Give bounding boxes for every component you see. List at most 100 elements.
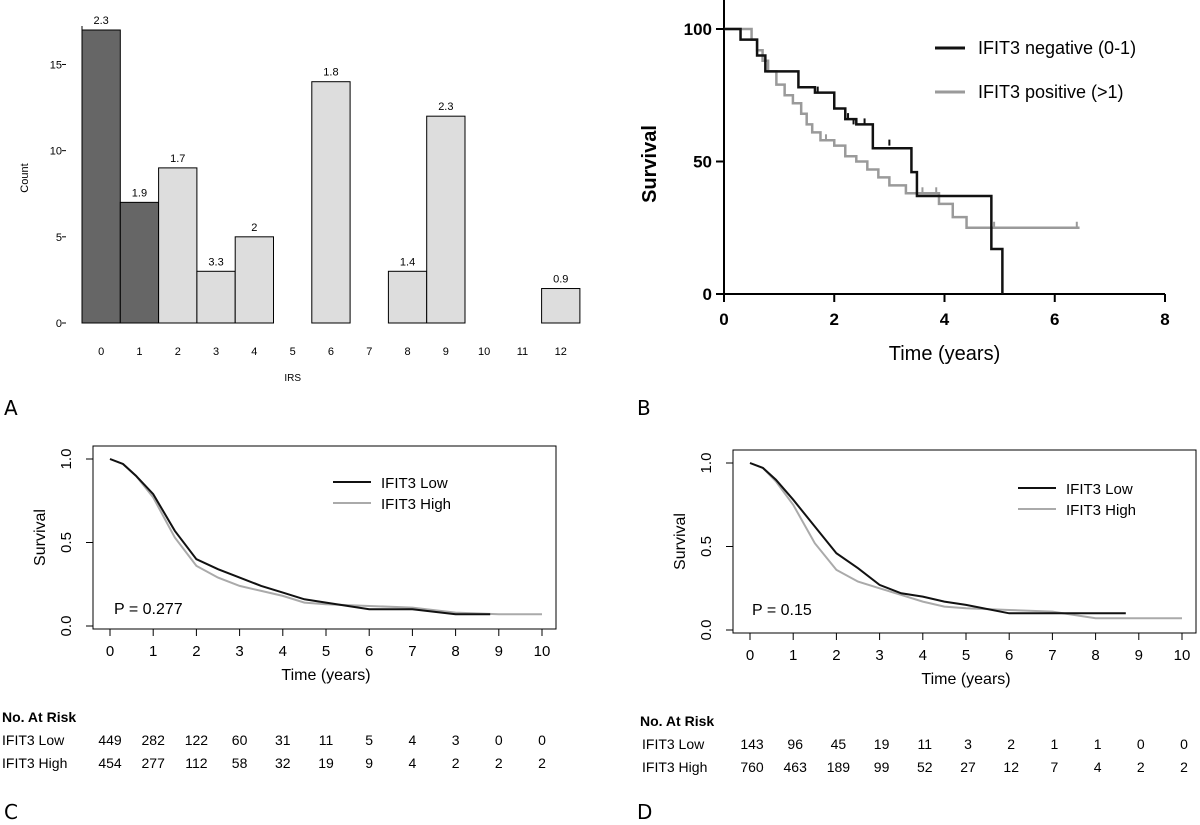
at-risk-value: 27	[960, 759, 976, 775]
y-axis-label: Count	[19, 163, 31, 192]
x-tick-label: 4	[279, 643, 287, 660]
y-tick-label: 0.5	[698, 536, 715, 557]
legend-label: IFIT3 positive (>1)	[978, 82, 1124, 102]
y-tick-label: 100	[684, 20, 712, 39]
at-risk-row-label: IFIT3 Low	[2, 732, 65, 748]
bar-value-label: 1.4	[400, 256, 415, 268]
at-risk-value: 7	[1051, 759, 1059, 775]
y-tick-label: 0	[703, 285, 712, 304]
panel-label-d: D	[637, 800, 653, 824]
plot-frame	[92, 445, 557, 630]
x-tick-label: 10	[478, 346, 490, 358]
bar-value-label: 2	[251, 222, 257, 234]
bar-value-label: 0.9	[553, 274, 568, 286]
at-risk-value: 12	[1003, 759, 1019, 775]
p-value-annotation: P = 0.277	[114, 601, 183, 618]
at-risk-title: No. At Risk	[640, 713, 714, 729]
bar	[119, 201, 160, 324]
y-tick-label: 0.5	[58, 532, 75, 553]
at-risk-value: 760	[740, 759, 764, 775]
at-risk-value: 189	[827, 759, 851, 775]
x-tick-label: 1	[149, 643, 157, 660]
x-tick-label: 5	[322, 643, 330, 660]
at-risk-value: 3	[964, 736, 972, 752]
at-risk-value: 4	[409, 755, 417, 771]
at-risk-value: 0	[538, 732, 546, 748]
at-risk-value: 2	[452, 755, 460, 771]
x-tick-label: 0	[719, 310, 728, 329]
y-axis-label: Survival	[639, 125, 661, 203]
km-series-line	[724, 27, 1004, 294]
x-tick-label: 10	[534, 643, 551, 660]
at-risk-value: 11	[918, 736, 933, 752]
x-axis-label: Time (years)	[921, 671, 1010, 688]
x-tick-label: 10	[1174, 647, 1191, 664]
at-risk-value: 2	[495, 755, 503, 771]
x-tick-label: 9	[495, 643, 503, 660]
at-risk-value: 5	[365, 732, 373, 748]
at-risk-title: No. At Risk	[2, 709, 76, 725]
panel-label-b: B	[637, 396, 651, 420]
y-tick-label: 0	[56, 318, 62, 330]
x-tick-label: 3	[875, 647, 883, 664]
x-tick-label: 5	[962, 647, 970, 664]
at-risk-value: 0	[1137, 736, 1145, 752]
x-tick-label: 6	[328, 346, 334, 358]
km-series-line	[109, 458, 542, 616]
x-tick-label: 6	[1005, 647, 1013, 664]
x-tick-label: 5	[290, 346, 296, 358]
at-risk-value: 52	[917, 759, 933, 775]
x-tick-label: 7	[366, 346, 372, 358]
at-risk-row-label: IFIT3 Low	[642, 736, 705, 752]
y-tick-label: 0.0	[698, 620, 715, 641]
bar	[541, 288, 581, 324]
legend-label: IFIT3 Low	[381, 475, 448, 492]
at-risk-value: 2	[1007, 736, 1015, 752]
at-risk-row-label: IFIT3 High	[2, 755, 67, 771]
at-risk-value: 96	[787, 736, 803, 752]
at-risk-value: 11	[319, 732, 334, 748]
x-tick-label: 3	[235, 643, 243, 660]
at-risk-value: 2	[538, 755, 546, 771]
at-risk-value: 143	[740, 736, 764, 752]
at-risk-value: 32	[275, 755, 291, 771]
x-tick-label: 2	[175, 346, 181, 358]
x-tick-label: 12	[555, 346, 567, 358]
at-risk-value: 282	[142, 732, 166, 748]
bar	[196, 270, 236, 324]
bar-value-label: 1.8	[323, 67, 338, 79]
at-risk-value: 31	[275, 732, 291, 748]
chart-c-km-survival: 0.0 0.5 1.0 0 1 2 3 4 5 6 7 8 9 10 Time (years) Surviva…	[2, 445, 557, 771]
x-tick-label: 4	[919, 647, 927, 664]
y-axis-label: Survival	[32, 509, 49, 566]
chart-b-km-survival: 0 50 100 0 2 4 6 8 Time (years) Survival IFIT3 neg…	[639, 0, 1170, 365]
bar-value-label: 2.3	[438, 101, 453, 113]
bar	[426, 115, 466, 324]
x-tick-label: 9	[1135, 647, 1143, 664]
x-axis-label: Time (years)	[281, 667, 370, 684]
y-tick-label: 1.0	[58, 449, 75, 470]
km-series-line	[724, 27, 1080, 229]
y-tick-label: 5	[56, 232, 62, 244]
plot-frame	[732, 449, 1197, 634]
at-risk-value: 9	[365, 755, 373, 771]
at-risk-value: 112	[185, 755, 208, 771]
at-risk-value: 449	[98, 732, 122, 748]
x-tick-label: 8	[404, 346, 410, 358]
bar	[158, 167, 198, 324]
bar	[234, 236, 274, 324]
legend-label: IFIT3 Low	[1066, 481, 1133, 498]
at-risk-value: 99	[874, 759, 890, 775]
panel-label-c: C	[4, 800, 18, 824]
x-tick-label: 4	[251, 346, 257, 358]
at-risk-value: 122	[185, 732, 209, 748]
at-risk-value: 0	[1180, 736, 1188, 752]
bar	[387, 270, 428, 324]
x-tick-label: 2	[830, 310, 839, 329]
y-tick-label: 1.0	[698, 453, 715, 474]
x-tick-label: 6	[365, 643, 373, 660]
p-value-annotation: P = 0.15	[752, 602, 812, 619]
y-tick-label: 50	[693, 153, 712, 172]
x-tick-label: 0	[98, 346, 104, 358]
